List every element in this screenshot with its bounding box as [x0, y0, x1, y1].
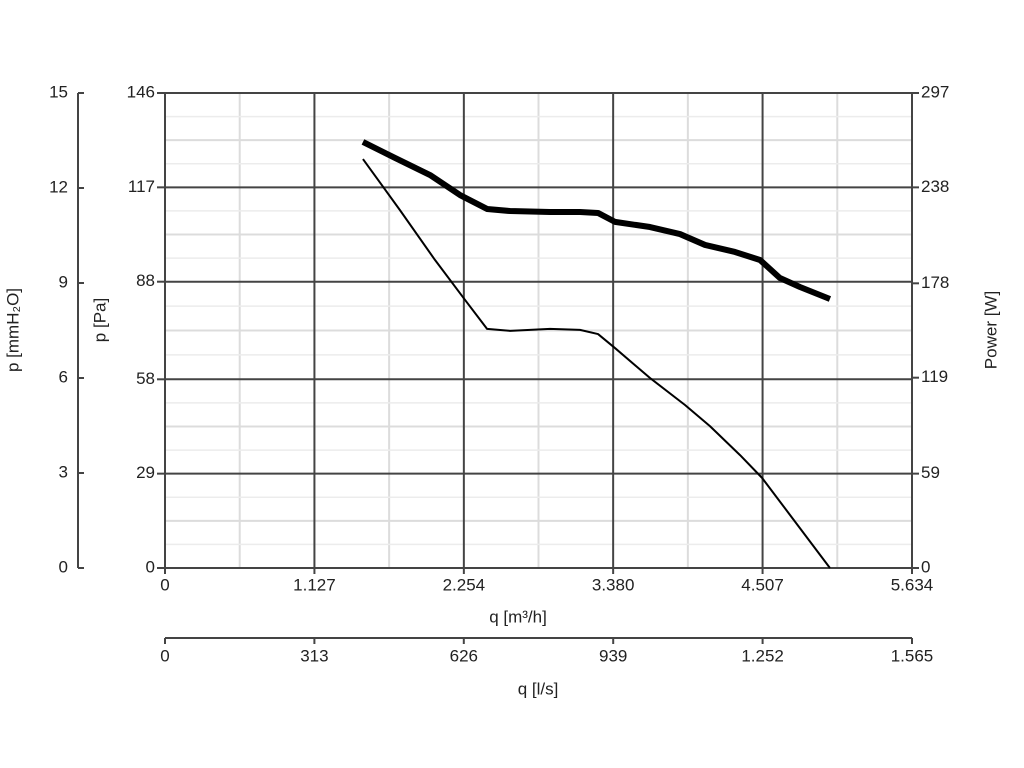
x2-tick-label: 313 — [300, 646, 328, 665]
x2-tick-label: 0 — [160, 646, 169, 665]
x-tick-label: 2.254 — [443, 575, 486, 594]
x-tick-label: 5.634 — [891, 575, 934, 594]
x-tick-label: 3.380 — [592, 575, 635, 594]
y3-tick-label: 9 — [59, 272, 68, 291]
y-tick-label: 146 — [127, 82, 155, 101]
x2-tick-label: 1.252 — [741, 646, 784, 665]
y-tick-label: 0 — [146, 557, 155, 576]
x-axis-label: q [m³/h] — [489, 607, 547, 626]
y2-tick-label: 178 — [921, 273, 949, 292]
y2-axis-label: Power [W] — [981, 291, 1000, 369]
x2-axis-label: q [l/s] — [518, 679, 559, 698]
y3-tick-label: 6 — [59, 367, 68, 386]
y3-tick-label: 15 — [49, 82, 68, 101]
y2-tick-label: 238 — [921, 177, 949, 196]
x-tick-label: 0 — [160, 575, 169, 594]
y-tick-label: 117 — [128, 177, 155, 196]
curve — [362, 158, 831, 569]
x-tick-label: 1.127 — [293, 575, 336, 594]
y-tick-label: 29 — [136, 463, 155, 482]
x-tick-label: 4.507 — [741, 575, 784, 594]
y-axis-label: p [Pa] — [90, 298, 109, 342]
curve — [361, 139, 832, 302]
y3-axis-label: p [mmH₂O] — [3, 288, 22, 372]
y-tick-label: 88 — [136, 271, 155, 290]
y2-tick-label: 297 — [921, 82, 949, 101]
y3-tick-label: 3 — [59, 462, 68, 481]
y3-tick-label: 12 — [49, 177, 68, 196]
y3-tick-label: 0 — [59, 557, 68, 576]
y2-tick-label: 119 — [921, 367, 948, 386]
x2-tick-label: 626 — [450, 646, 478, 665]
x2-tick-label: 939 — [599, 646, 627, 665]
x2-tick-label: 1.565 — [891, 646, 934, 665]
y2-tick-label: 59 — [921, 463, 940, 482]
y2-tick-label: 0 — [921, 557, 930, 576]
y-tick-label: 58 — [136, 369, 155, 388]
